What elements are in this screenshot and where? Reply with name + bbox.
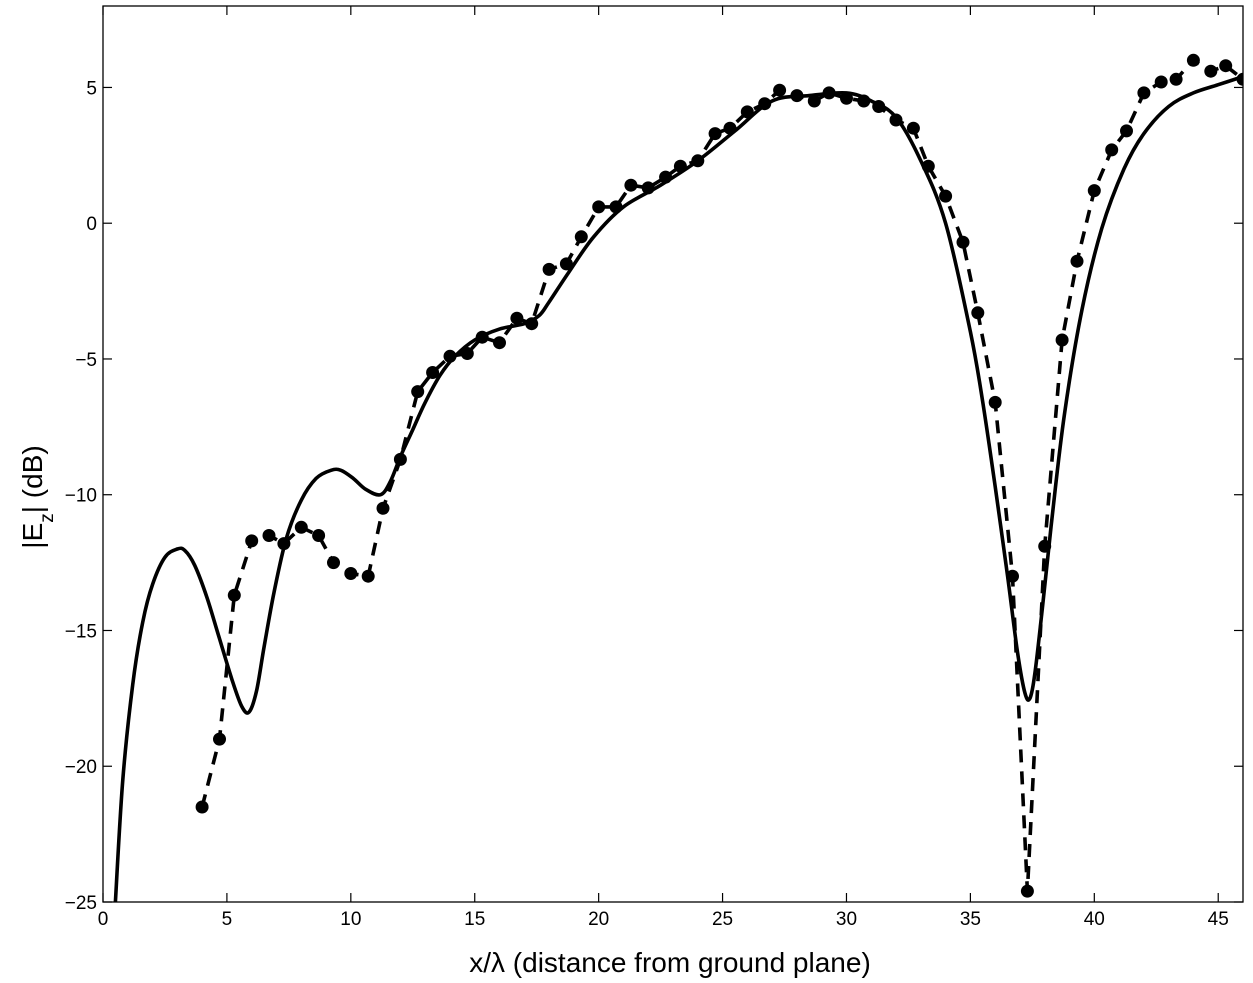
- data-point: [245, 534, 259, 548]
- data-point: [1186, 53, 1200, 67]
- data-point: [840, 91, 853, 105]
- data-point: [673, 159, 687, 173]
- y-tick-label: 5: [86, 78, 97, 99]
- data-point: [227, 588, 241, 602]
- data-point: [195, 800, 209, 814]
- y-tick-label: −10: [65, 486, 97, 507]
- data-point: [294, 520, 308, 534]
- data-point: [411, 385, 425, 399]
- data-point: [822, 86, 836, 100]
- x-tick-label: 0: [98, 909, 109, 930]
- data-point: [906, 121, 920, 135]
- data-point: [857, 94, 871, 108]
- y-axis-label-pre: |E: [17, 523, 48, 549]
- y-tick-label: −15: [65, 621, 97, 642]
- data-point: [277, 537, 291, 551]
- data-point: [312, 529, 326, 542]
- data-point: [691, 154, 705, 168]
- x-tick-label: 20: [588, 909, 609, 930]
- data-point: [807, 94, 821, 108]
- data-point: [921, 159, 935, 173]
- data-point: [708, 127, 722, 141]
- data-point: [723, 121, 737, 135]
- data-point: [376, 501, 390, 515]
- series-layer: [113, 53, 1243, 902]
- data-point: [889, 113, 903, 127]
- data-point: [1219, 59, 1233, 73]
- data-point: [790, 89, 804, 103]
- data-point: [1038, 539, 1052, 553]
- data-point: [971, 306, 985, 320]
- x-tick-label: 25: [712, 909, 733, 930]
- data-point: [1169, 72, 1183, 86]
- y-axis-label: |Ez| (dB): [17, 445, 58, 548]
- x-axis-label: x/λ (distance from ground plane): [469, 947, 871, 978]
- data-point: [988, 395, 1002, 409]
- data-point: [344, 567, 358, 580]
- plot-frame: [102, 5, 1244, 903]
- y-tick-label: −25: [65, 893, 97, 914]
- data-point: [740, 105, 754, 119]
- data-point: [1020, 884, 1034, 898]
- data-point: [559, 257, 573, 271]
- data-point: [1137, 86, 1151, 100]
- data-point: [1154, 75, 1168, 89]
- data-point: [773, 83, 787, 97]
- x-tick-label: 15: [464, 909, 485, 930]
- y-axis-label-sub: z: [37, 513, 58, 523]
- data-point: [443, 349, 457, 363]
- data-point: [659, 170, 673, 184]
- data-point: [361, 569, 375, 583]
- data-point: [592, 200, 606, 214]
- data-point: [1120, 124, 1133, 138]
- dashed-series: [195, 53, 1243, 898]
- data-point: [956, 235, 970, 249]
- data-point: [574, 230, 588, 244]
- data-point: [1055, 333, 1069, 347]
- data-point: [393, 452, 407, 466]
- data-point: [542, 262, 556, 276]
- x-tick-label: 5: [222, 909, 233, 930]
- data-point: [510, 311, 524, 325]
- x-tick-label: 30: [836, 909, 857, 930]
- data-point: [872, 100, 886, 113]
- data-point: [1105, 143, 1119, 157]
- data-point: [624, 178, 638, 192]
- data-point: [327, 556, 340, 570]
- solid-series: [113, 74, 1243, 902]
- data-point: [262, 529, 276, 542]
- x-tick-label: 40: [1084, 909, 1105, 930]
- data-point: [758, 97, 772, 111]
- solid-series-line: [113, 74, 1243, 902]
- data-point: [1204, 64, 1218, 78]
- axis-tick-labels: 0 5 10 15 20 25 30 35 40 45 −25 −20 −15 −10 −5 0 5: [65, 78, 1229, 930]
- x-tick-label: 45: [1208, 909, 1229, 930]
- data-point: [493, 336, 506, 350]
- data-point: [1087, 184, 1101, 198]
- data-point: [475, 330, 489, 344]
- data-point: [213, 732, 226, 746]
- data-point: [1236, 72, 1243, 86]
- data-point: [426, 366, 440, 379]
- x-tick-label: 10: [340, 909, 361, 930]
- y-tick-label: −5: [75, 350, 97, 371]
- data-point: [939, 189, 953, 203]
- data-point: [1070, 254, 1084, 268]
- data-point: [641, 181, 655, 195]
- dashed-series-line: [200, 57, 1243, 892]
- data-point: [1006, 569, 1019, 583]
- y-tick-label: 0: [86, 214, 97, 235]
- y-axis-label-post: | (dB): [17, 445, 48, 513]
- data-point: [460, 347, 474, 360]
- axis-ticks: [102, 6, 1243, 903]
- x-tick-label: 35: [960, 909, 981, 930]
- y-tick-label: −20: [65, 757, 97, 778]
- data-point: [525, 317, 539, 331]
- data-point: [609, 200, 623, 214]
